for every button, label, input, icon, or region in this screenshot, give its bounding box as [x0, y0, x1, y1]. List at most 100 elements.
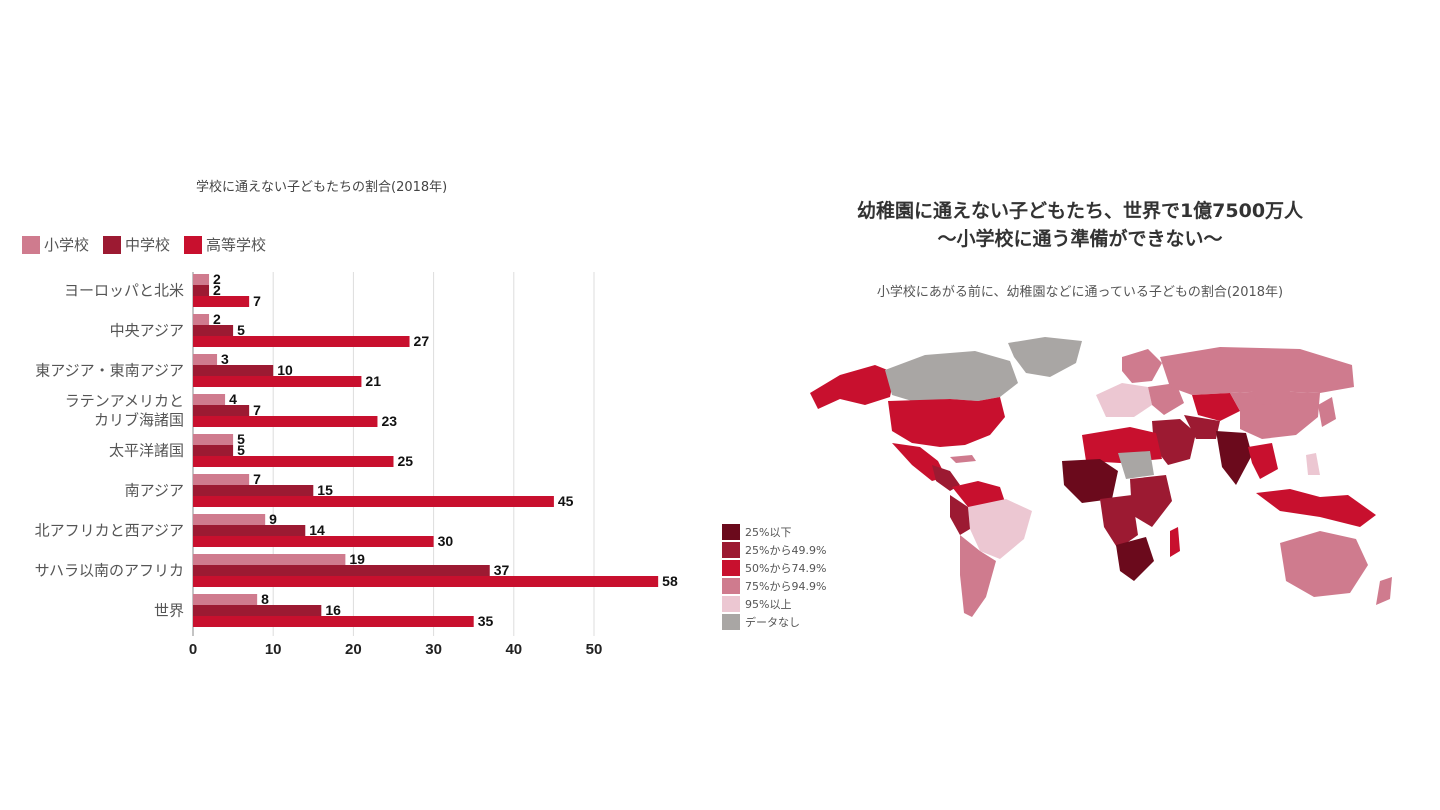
legend-label-lower-secondary: 中学校	[125, 236, 171, 254]
bar	[193, 365, 274, 376]
data-label: 4	[229, 391, 237, 407]
data-label: 35	[478, 613, 494, 629]
map-region-central-asia	[1192, 393, 1240, 421]
map-legend: 25%以下 25%から49.9% 50%から74.9% 75%から94.9% 9…	[722, 523, 826, 631]
bar	[193, 394, 226, 405]
map-region-mexico	[892, 443, 946, 481]
bar	[193, 416, 378, 427]
map-legend-label: データなし	[745, 616, 800, 629]
bar	[193, 274, 210, 285]
map-legend-swatch	[722, 524, 740, 540]
x-tick-label: 10	[265, 641, 282, 658]
map-region-new-zealand	[1376, 577, 1392, 605]
category-label: 太平洋諸国	[109, 442, 184, 460]
bar-chart: 0 10 20 30 40 50ヨーロッパと北米227中央アジア2527東アジア・東南アジ…	[35, 271, 678, 658]
bar	[193, 536, 434, 547]
map-legend-item: 95%以上	[722, 595, 826, 613]
map-region-brazil	[968, 499, 1032, 559]
data-label: 21	[365, 373, 381, 389]
x-tick-label: 0	[189, 641, 197, 658]
bar	[193, 354, 218, 365]
legend-label-primary: 小学校	[44, 236, 90, 254]
map-region-indonesia	[1256, 489, 1376, 527]
legend-swatch-primary	[22, 235, 40, 254]
bar	[193, 456, 394, 467]
data-label: 25	[398, 453, 414, 469]
category-label: ラテンアメリカと	[65, 392, 184, 410]
data-label: 5	[237, 442, 245, 458]
legend-label-upper-secondary: 高等学校	[206, 236, 267, 254]
map-region-east-africa	[1130, 475, 1172, 527]
data-label: 16	[325, 602, 341, 618]
map-legend-item: 25%から49.9%	[722, 541, 826, 559]
data-label: 58	[662, 573, 678, 589]
data-label: 37	[494, 562, 510, 578]
map-region-eastern-europe	[1148, 383, 1184, 415]
map-legend-swatch	[722, 560, 740, 576]
map-region-central-africa	[1100, 495, 1138, 549]
bar	[193, 554, 346, 565]
data-label: 45	[558, 493, 574, 509]
category-label: 東アジア・東南アジア	[35, 362, 184, 380]
data-label: 27	[414, 333, 430, 349]
legend-swatch-upper-secondary	[184, 235, 203, 254]
bar	[193, 594, 258, 605]
map-region-japan-korea	[1318, 397, 1336, 427]
map-region-greenland	[1008, 337, 1082, 377]
map-region-russia	[1160, 347, 1354, 395]
map-legend-item: 50%から74.9%	[722, 559, 826, 577]
data-label: 2	[213, 311, 221, 327]
data-label: 2	[213, 282, 221, 298]
data-label: 8	[261, 591, 269, 607]
data-label: 9	[269, 511, 277, 527]
data-label: 7	[253, 471, 261, 487]
bar	[193, 325, 234, 336]
map-region-southern-africa	[1116, 537, 1154, 581]
bar-chart-title: 学校に通えない子どもたちの割合(2018年)	[196, 180, 448, 195]
bar	[193, 496, 554, 507]
category-label: 南アジア	[125, 482, 184, 500]
bar	[193, 314, 210, 325]
data-label: 14	[309, 522, 325, 538]
map-region-madagascar	[1170, 527, 1180, 557]
bar	[193, 376, 362, 387]
world-map	[810, 337, 1392, 617]
bar-chart-legend: 小学校 中学校 高等学校	[22, 234, 266, 255]
category-label: 中央アジア	[110, 322, 184, 340]
map-legend-item: 75%から94.9%	[722, 577, 826, 595]
map-region-alaska	[810, 365, 895, 409]
category-label: サハラ以南のアフリカ	[35, 562, 184, 580]
data-label: 5	[237, 431, 245, 447]
bar	[193, 514, 266, 525]
map-region-northern-europe	[1122, 349, 1162, 383]
bar	[193, 474, 250, 485]
map-region-mongolia	[1252, 391, 1290, 405]
data-label: 23	[381, 413, 397, 429]
category-label: 北アフリカと西アジア	[35, 522, 184, 540]
map-region-iran-afghanistan	[1184, 415, 1220, 439]
legend-item-primary: 小学校	[22, 234, 89, 255]
map-region-andes	[950, 495, 970, 535]
bar	[193, 336, 410, 347]
legend-item-upper-secondary: 高等学校	[184, 234, 266, 255]
map-region-usa	[888, 397, 1005, 447]
data-label: 30	[438, 533, 454, 549]
map-region-australia	[1280, 531, 1368, 597]
bar	[193, 485, 314, 496]
map-legend-swatch	[722, 578, 740, 594]
legend-swatch-lower-secondary	[103, 235, 122, 254]
bar	[193, 605, 322, 616]
data-label: 7	[253, 402, 261, 418]
map-legend-item: 25%以下	[722, 523, 826, 541]
map-legend-label: 25%から49.9%	[745, 544, 827, 557]
map-title-line-2: 〜小学校に通う準備ができない〜	[937, 228, 1223, 250]
data-label: 7	[253, 293, 261, 309]
map-title-line-1: 幼稚園に通えない子どもたち、世界で1億7500万人	[856, 200, 1304, 222]
data-label: 15	[317, 482, 333, 498]
map-legend-swatch	[722, 596, 740, 612]
bar	[193, 445, 234, 456]
map-region-southern-cone	[960, 535, 996, 617]
map-region-philippines	[1306, 453, 1320, 475]
bar	[193, 616, 474, 627]
data-label: 10	[277, 362, 293, 378]
